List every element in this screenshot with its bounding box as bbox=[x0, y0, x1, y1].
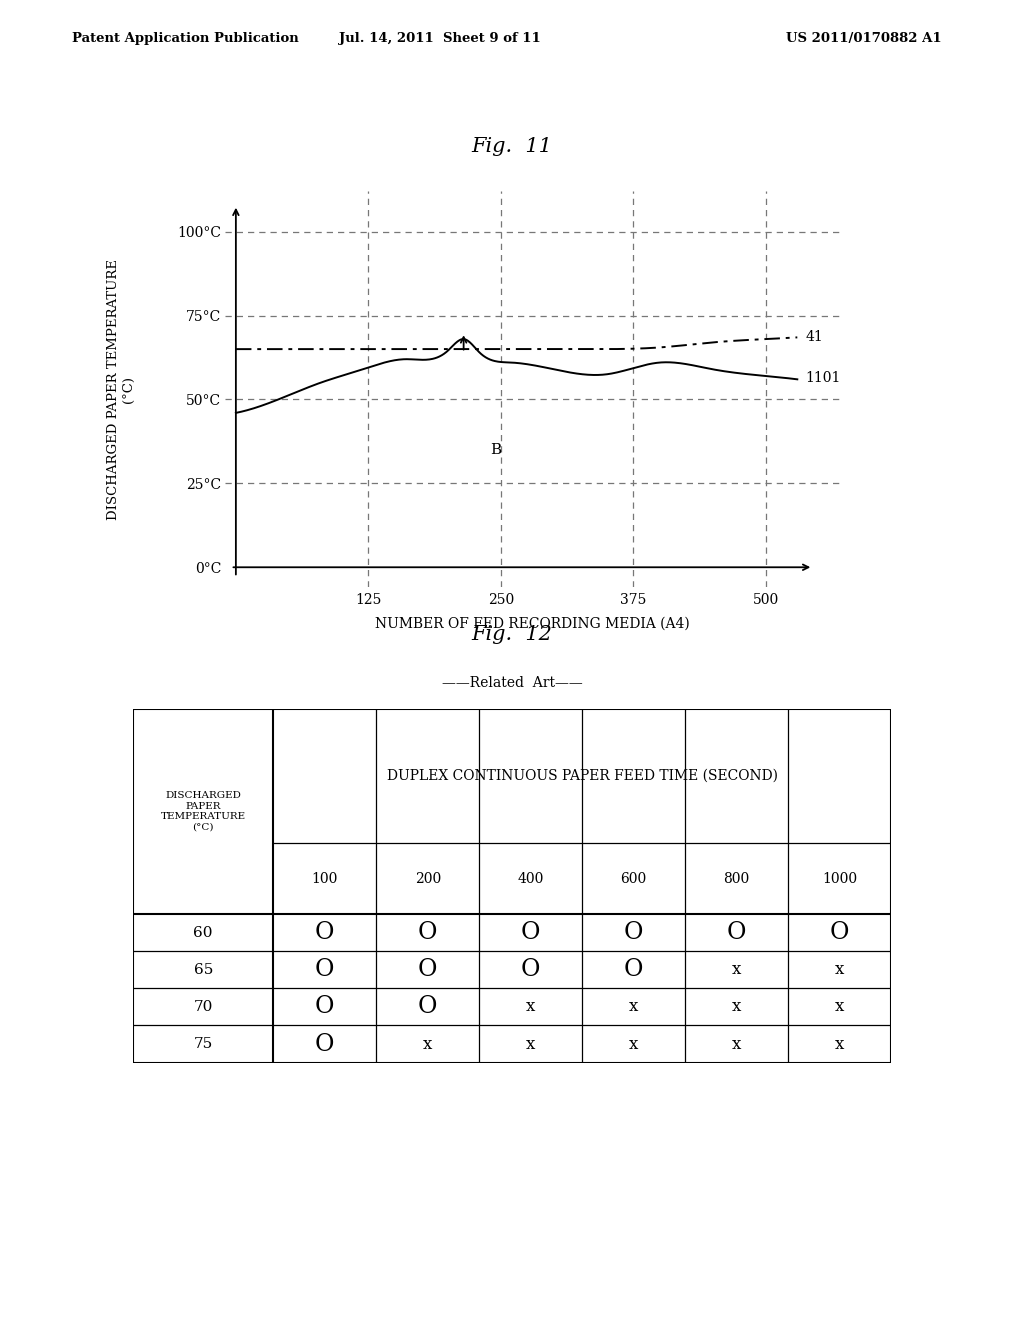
X-axis label: NUMBER OF FED RECORDING MEDIA (A4): NUMBER OF FED RECORDING MEDIA (A4) bbox=[375, 616, 690, 631]
Text: 100: 100 bbox=[311, 871, 338, 886]
Text: Jul. 14, 2011  Sheet 9 of 11: Jul. 14, 2011 Sheet 9 of 11 bbox=[339, 32, 542, 45]
Text: O: O bbox=[521, 921, 541, 944]
Text: DISCHARGED
PAPER
TEMPERATURE
(°C): DISCHARGED PAPER TEMPERATURE (°C) bbox=[161, 791, 246, 832]
Text: 1101: 1101 bbox=[806, 371, 841, 384]
Text: 800: 800 bbox=[723, 871, 750, 886]
Text: O: O bbox=[829, 921, 849, 944]
Text: x: x bbox=[732, 1035, 741, 1052]
Text: 65: 65 bbox=[194, 962, 213, 977]
Text: O: O bbox=[624, 958, 643, 981]
Text: O: O bbox=[521, 958, 541, 981]
Text: O: O bbox=[315, 1032, 335, 1056]
Text: 60: 60 bbox=[194, 925, 213, 940]
Text: 400: 400 bbox=[517, 871, 544, 886]
Text: 200: 200 bbox=[415, 871, 440, 886]
Text: x: x bbox=[835, 998, 844, 1015]
Text: O: O bbox=[315, 958, 335, 981]
Text: Fig.  12: Fig. 12 bbox=[472, 626, 552, 644]
Text: Fig.  11: Fig. 11 bbox=[472, 137, 552, 156]
Text: DISCHARGED PAPER TEMPERATURE
(°C): DISCHARGED PAPER TEMPERATURE (°C) bbox=[106, 259, 135, 520]
Text: Patent Application Publication: Patent Application Publication bbox=[72, 32, 298, 45]
Text: B: B bbox=[490, 442, 501, 457]
Text: O: O bbox=[315, 921, 335, 944]
Text: DUPLEX CONTINUOUS PAPER FEED TIME (SECOND): DUPLEX CONTINUOUS PAPER FEED TIME (SECON… bbox=[387, 770, 777, 783]
Text: x: x bbox=[629, 1035, 638, 1052]
Text: 600: 600 bbox=[621, 871, 647, 886]
Text: x: x bbox=[629, 998, 638, 1015]
Text: O: O bbox=[418, 995, 437, 1019]
Text: O: O bbox=[727, 921, 746, 944]
Text: x: x bbox=[526, 998, 536, 1015]
Text: O: O bbox=[418, 921, 437, 944]
Text: 41: 41 bbox=[806, 330, 823, 345]
Text: O: O bbox=[624, 921, 643, 944]
Text: O: O bbox=[418, 958, 437, 981]
Text: 75: 75 bbox=[194, 1038, 213, 1051]
Text: x: x bbox=[835, 961, 844, 978]
Text: 70: 70 bbox=[194, 999, 213, 1014]
Text: ——Related  Art——: ——Related Art—— bbox=[441, 676, 583, 690]
Text: x: x bbox=[732, 961, 741, 978]
Text: x: x bbox=[526, 1035, 536, 1052]
Text: 1000: 1000 bbox=[822, 871, 857, 886]
Text: US 2011/0170882 A1: US 2011/0170882 A1 bbox=[786, 32, 942, 45]
Text: O: O bbox=[315, 995, 335, 1019]
Text: x: x bbox=[732, 998, 741, 1015]
Text: x: x bbox=[835, 1035, 844, 1052]
Text: x: x bbox=[423, 1035, 432, 1052]
